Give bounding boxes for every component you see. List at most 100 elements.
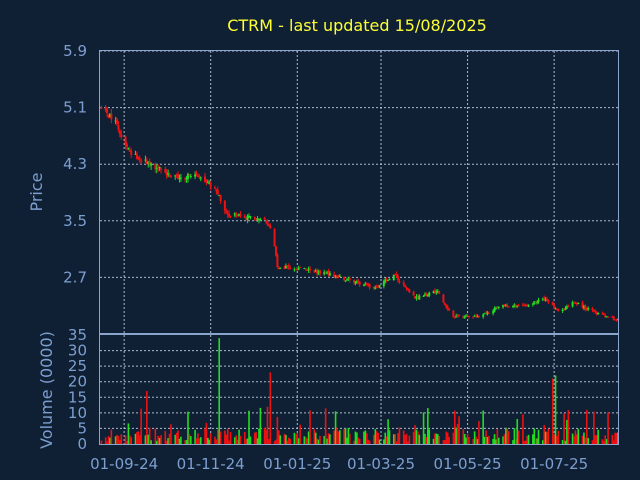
volume-bar — [363, 431, 365, 444]
candle-body — [567, 306, 570, 308]
candle-body — [148, 161, 151, 165]
volume-bar — [316, 438, 318, 444]
candle-body — [283, 266, 286, 269]
candle-body — [614, 319, 617, 321]
candle-body — [279, 267, 282, 269]
candle-body — [333, 274, 336, 277]
volume-bar — [577, 428, 580, 444]
candle-body — [118, 131, 121, 134]
candle-body — [563, 309, 566, 311]
candle-body — [124, 136, 127, 146]
volume-bar — [266, 406, 269, 444]
volume-bar — [607, 412, 609, 444]
volume-bar — [557, 430, 560, 444]
volume-bar — [513, 428, 516, 444]
candle-body — [594, 311, 597, 313]
candle-body — [405, 287, 408, 289]
candle-body — [592, 310, 595, 312]
candle-body — [213, 187, 216, 189]
candle-body — [318, 270, 321, 275]
volume-bar — [502, 436, 504, 444]
candle-body — [425, 293, 428, 297]
volume-bar — [347, 428, 350, 444]
volume-bar — [414, 425, 416, 444]
volume-bar — [119, 439, 121, 444]
volume-bar — [249, 436, 252, 444]
volume-bar — [614, 432, 616, 444]
candle-body — [517, 305, 520, 307]
candle-body — [573, 301, 576, 303]
volume-bar — [136, 432, 138, 444]
candle-body — [482, 314, 485, 317]
date-tick-label: 01-09-24 — [90, 455, 158, 473]
candle-body — [169, 176, 172, 178]
candle-body — [128, 149, 131, 152]
candle-body — [443, 302, 446, 305]
candle-body — [487, 312, 490, 314]
volume-bar — [384, 432, 387, 444]
volume-bar — [488, 435, 490, 444]
volume-bar — [503, 434, 506, 444]
candle-body — [526, 305, 529, 307]
candle-body — [581, 302, 584, 308]
candle-body — [208, 182, 211, 184]
price-tick-label: 3.5 — [63, 212, 87, 230]
price-tick-label: 2.7 — [63, 268, 87, 286]
candle-body — [175, 174, 178, 176]
candle-body — [286, 265, 289, 267]
candle-body — [432, 291, 435, 293]
volume-bar — [225, 434, 228, 444]
volume-bar — [544, 431, 547, 444]
volume-bar — [120, 434, 123, 444]
candle-body — [587, 308, 590, 310]
volume-bar — [129, 435, 131, 444]
volume-bar — [245, 439, 247, 444]
volume-bar — [167, 438, 169, 444]
candle-body — [442, 294, 445, 303]
candle-body — [408, 289, 411, 293]
volume-bar — [444, 440, 446, 444]
candle-body — [436, 291, 439, 293]
volume-bar — [597, 429, 599, 444]
volume-bar — [496, 429, 499, 444]
candle-body — [345, 279, 348, 281]
candle-body — [571, 302, 574, 307]
volume-bar — [263, 427, 266, 444]
volume-bar — [387, 419, 389, 444]
candle-body — [326, 272, 329, 275]
volume-bar — [333, 430, 335, 444]
volume-bar — [299, 424, 301, 444]
volume-bar — [285, 434, 287, 444]
volume-bar — [385, 436, 388, 444]
candle-body — [377, 286, 380, 288]
volume-bar — [374, 429, 377, 444]
volume-bar — [527, 434, 530, 444]
volume-bar — [339, 430, 341, 444]
volume-bar — [428, 429, 431, 444]
candle-body — [565, 306, 568, 309]
candle-body — [284, 265, 287, 269]
volume-bar — [398, 427, 401, 444]
candle-body — [561, 309, 564, 312]
candle-body — [533, 301, 536, 304]
volume-bar — [465, 437, 467, 444]
candle-body — [507, 306, 510, 308]
candle-body — [225, 211, 228, 213]
volume-bar — [492, 438, 494, 444]
volume-bar — [556, 435, 558, 444]
candle-body — [107, 115, 110, 118]
volume-bar — [197, 433, 199, 444]
candle-body — [188, 174, 191, 176]
candle-body — [287, 265, 290, 268]
candle-body — [514, 304, 517, 308]
candle-body — [336, 275, 339, 277]
candle-body — [249, 216, 252, 218]
volume-bar — [424, 433, 426, 444]
volume-bar — [446, 432, 449, 444]
volume-bar — [553, 434, 555, 444]
candle-body — [553, 304, 556, 308]
volume-bar — [170, 424, 172, 444]
candle-body — [259, 219, 262, 221]
candle-body — [466, 315, 469, 317]
